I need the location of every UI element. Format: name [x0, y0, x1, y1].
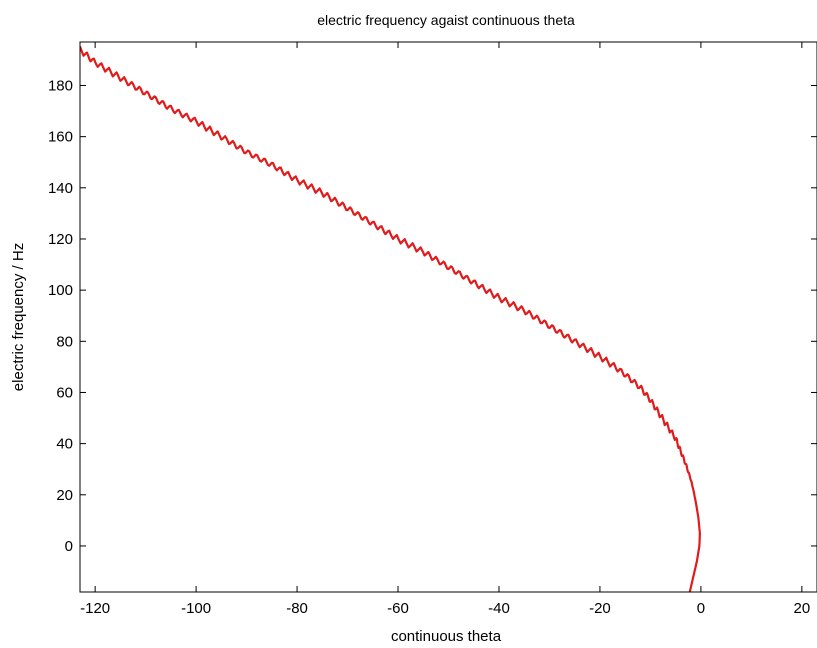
y-tick-label: 80: [56, 333, 73, 350]
y-tick-label: 180: [48, 77, 73, 94]
x-tick-label: 0: [697, 600, 705, 617]
plot-background: [80, 42, 817, 592]
x-axis-label: continuous theta: [391, 628, 502, 645]
y-tick-label: 100: [48, 282, 73, 299]
x-tick-label: -20: [589, 600, 611, 617]
y-tick-label: 160: [48, 129, 73, 146]
plot-frame: [79, 41, 817, 593]
x-tick-label: -120: [80, 600, 110, 617]
x-tick-label: -60: [387, 600, 409, 617]
x-tick-label: 20: [794, 600, 811, 617]
y-tick-label: 40: [56, 436, 73, 453]
y-tick-label: 140: [48, 180, 73, 197]
tick-layer: -120 -100 -80 -60 -40 -20 0 20 0 20 40 60 80 100 120 14…: [48, 42, 817, 617]
series-line: [80, 46, 701, 592]
x-tick-label: -80: [286, 600, 308, 617]
chart-title: electric frequency agaist continuous the…: [317, 12, 575, 28]
series-layer: [80, 46, 701, 592]
y-tick-label: 20: [56, 487, 73, 504]
y-axis-label: electric frequency / Hz: [10, 243, 27, 391]
y-tick-label: 60: [56, 384, 73, 401]
y-tick-label: 120: [48, 231, 73, 248]
y-tick-label: 0: [65, 538, 73, 555]
x-tick-label: -100: [181, 600, 211, 617]
x-tick-label: -40: [488, 600, 510, 617]
